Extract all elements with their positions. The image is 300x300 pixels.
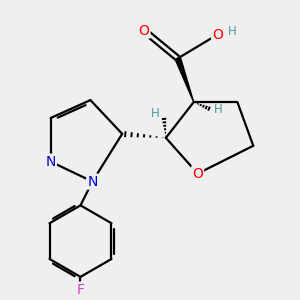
Polygon shape (175, 57, 194, 102)
Text: O: O (192, 167, 203, 181)
Text: H: H (228, 25, 237, 38)
Text: O: O (212, 28, 223, 42)
Text: F: F (76, 283, 85, 297)
Text: N: N (46, 155, 56, 169)
Text: N: N (87, 175, 98, 188)
Text: H: H (214, 103, 222, 116)
Text: H: H (151, 107, 160, 120)
Text: O: O (139, 24, 149, 38)
